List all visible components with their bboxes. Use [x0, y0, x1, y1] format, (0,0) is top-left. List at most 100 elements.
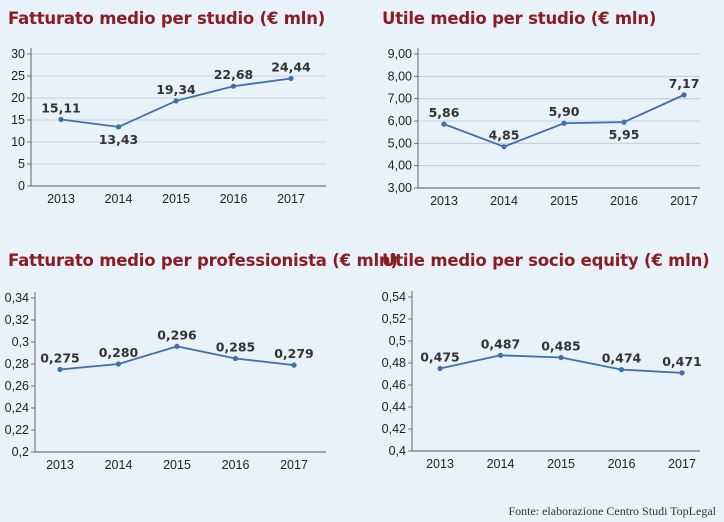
series-line	[59, 345, 295, 371]
data-label: 0,280	[99, 345, 139, 360]
y-tick-label: 0,3	[12, 335, 29, 349]
x-tick-label: 2016	[222, 458, 250, 472]
x-tick-label: 2016	[610, 194, 638, 208]
y-tick-label: 0,24	[5, 401, 29, 415]
y-tick-label: 9,00	[388, 47, 412, 61]
x-tick-label: 2015	[547, 457, 575, 471]
chart-title: Fatturato medio per professionista (€ ml…	[8, 251, 398, 270]
line-chart: 0,2 0,22 0,24 0,26 0,28 0,3 0,32 0,34 2013 2014 20…	[5, 291, 326, 472]
data-label: 0,275	[40, 351, 80, 366]
y-tick-label: 20	[11, 91, 25, 105]
y-tick-label: 25	[11, 69, 25, 83]
data-label: 0,285	[216, 340, 256, 355]
data-label: 0,475	[420, 350, 460, 365]
y-tick-label: 15	[11, 113, 25, 127]
data-label: 5,95	[609, 127, 640, 142]
data-label: 0,487	[481, 336, 521, 351]
x-tick-label: 2013	[430, 194, 458, 208]
data-point	[232, 355, 239, 362]
data-label: 5,86	[429, 105, 460, 120]
x-tick-label: 2017	[670, 194, 698, 208]
x-tick-label: 2014	[105, 458, 133, 472]
data-point	[561, 120, 567, 126]
y-tick-label: 4,00	[388, 159, 412, 173]
data-point	[57, 366, 63, 373]
x-tick-label: 2015	[163, 458, 191, 472]
data-point	[558, 354, 564, 361]
data-label: 0,471	[662, 354, 702, 369]
data-label: 22,68	[214, 67, 254, 82]
data-label: 0,296	[157, 327, 197, 342]
data-point	[679, 370, 685, 376]
data-point	[681, 92, 687, 98]
data-label: 15,11	[41, 101, 81, 116]
data-point	[230, 83, 237, 89]
chart-title: Fatturato medio per studio (€ mln)	[8, 9, 326, 28]
data-point	[174, 343, 180, 349]
data-point	[58, 116, 64, 123]
data-point	[288, 75, 294, 82]
y-tick-label: 0,52	[382, 312, 406, 326]
data-point	[291, 362, 297, 368]
y-tick-label: 0,22	[5, 423, 29, 437]
y-tick-label: 0	[18, 179, 25, 193]
chart-title: Utile medio per socio equity (€ mln)	[382, 251, 710, 270]
chart-panel-utile-studio: Utile medio per studio (€ mln) 3,00 4,00 5…	[382, 6, 720, 224]
line-chart: 0,4 0,42 0,44 0,46 0,48 0,5 0,52 0,54 2013 2014 20…	[382, 290, 702, 471]
data-label: 24,44	[271, 59, 311, 74]
y-tick-label: 0,44	[382, 400, 406, 414]
y-tick-label: 30	[11, 47, 25, 61]
y-tick-label: 0,32	[5, 313, 29, 327]
x-tick-label: 2017	[280, 458, 308, 472]
x-tick-label: 2015	[162, 192, 190, 206]
line-chart: 0 5 10 15 20 25 30 2013 2014 2015 2016 2017 15,11 13,…	[11, 47, 326, 206]
y-tick-label: 0,5	[389, 334, 406, 348]
y-tick-label: 10	[11, 135, 25, 149]
data-point	[115, 361, 122, 367]
data-point	[173, 98, 179, 104]
chart-title: Utile medio per studio (€ mln)	[382, 9, 657, 28]
data-label: 5,90	[549, 104, 580, 119]
line-chart: 3,00 4,00 5,00 6,00 7,00 8,00 9,00 2013 2014 2015…	[388, 47, 700, 208]
data-label: 0,279	[274, 346, 314, 361]
y-tick-label: 0,2	[12, 445, 29, 459]
data-point	[115, 124, 122, 130]
y-tick-label: 0,46	[382, 378, 406, 392]
x-tick-label: 2016	[608, 457, 636, 471]
data-point	[501, 144, 507, 150]
y-tick-label: 7,00	[388, 92, 412, 106]
x-tick-label: 2013	[46, 458, 74, 472]
x-tick-label: 2014	[487, 457, 515, 471]
y-tick-label: 5,00	[388, 136, 412, 150]
chart-panel-utile-socio-equity: Utile medio per socio equity (€ mln) 0,4…	[382, 250, 720, 475]
y-tick-label: 8,00	[388, 69, 412, 83]
y-tick-label: 0,42	[382, 422, 406, 436]
data-point	[441, 121, 447, 127]
source-note: Fonte: elaborazione Centro Studi TopLega…	[508, 504, 716, 518]
y-tick-label: 0,26	[5, 379, 29, 393]
x-tick-label: 2014	[490, 194, 518, 208]
x-tick-label: 2015	[550, 194, 578, 208]
x-tick-label: 2013	[426, 457, 454, 471]
y-tick-label: 6,00	[388, 114, 412, 128]
y-tick-label: 0,4	[389, 444, 406, 458]
x-tick-label: 2017	[277, 192, 305, 206]
y-tick-label: 0,54	[382, 290, 406, 304]
data-label: 7,17	[669, 76, 700, 91]
data-label: 0,474	[602, 351, 642, 366]
chart-panel-fatturato-studio: Fatturato medio per studio (€ mln) 0 5 10 1…	[8, 6, 358, 224]
y-tick-label: 0,48	[382, 356, 406, 370]
data-label: 0,485	[541, 339, 581, 354]
data-label: 13,43	[99, 132, 139, 147]
data-point	[437, 365, 443, 372]
x-tick-label: 2017	[668, 457, 696, 471]
y-tick-label: 0,34	[5, 291, 29, 305]
y-tick-label: 5	[18, 157, 25, 171]
data-label: 4,85	[489, 128, 520, 143]
x-tick-label: 2016	[220, 192, 248, 206]
x-tick-label: 2013	[47, 192, 75, 206]
data-point	[618, 367, 625, 373]
x-tick-label: 2014	[105, 192, 133, 206]
data-label: 19,34	[156, 82, 196, 97]
y-tick-label: 3,00	[388, 181, 412, 195]
